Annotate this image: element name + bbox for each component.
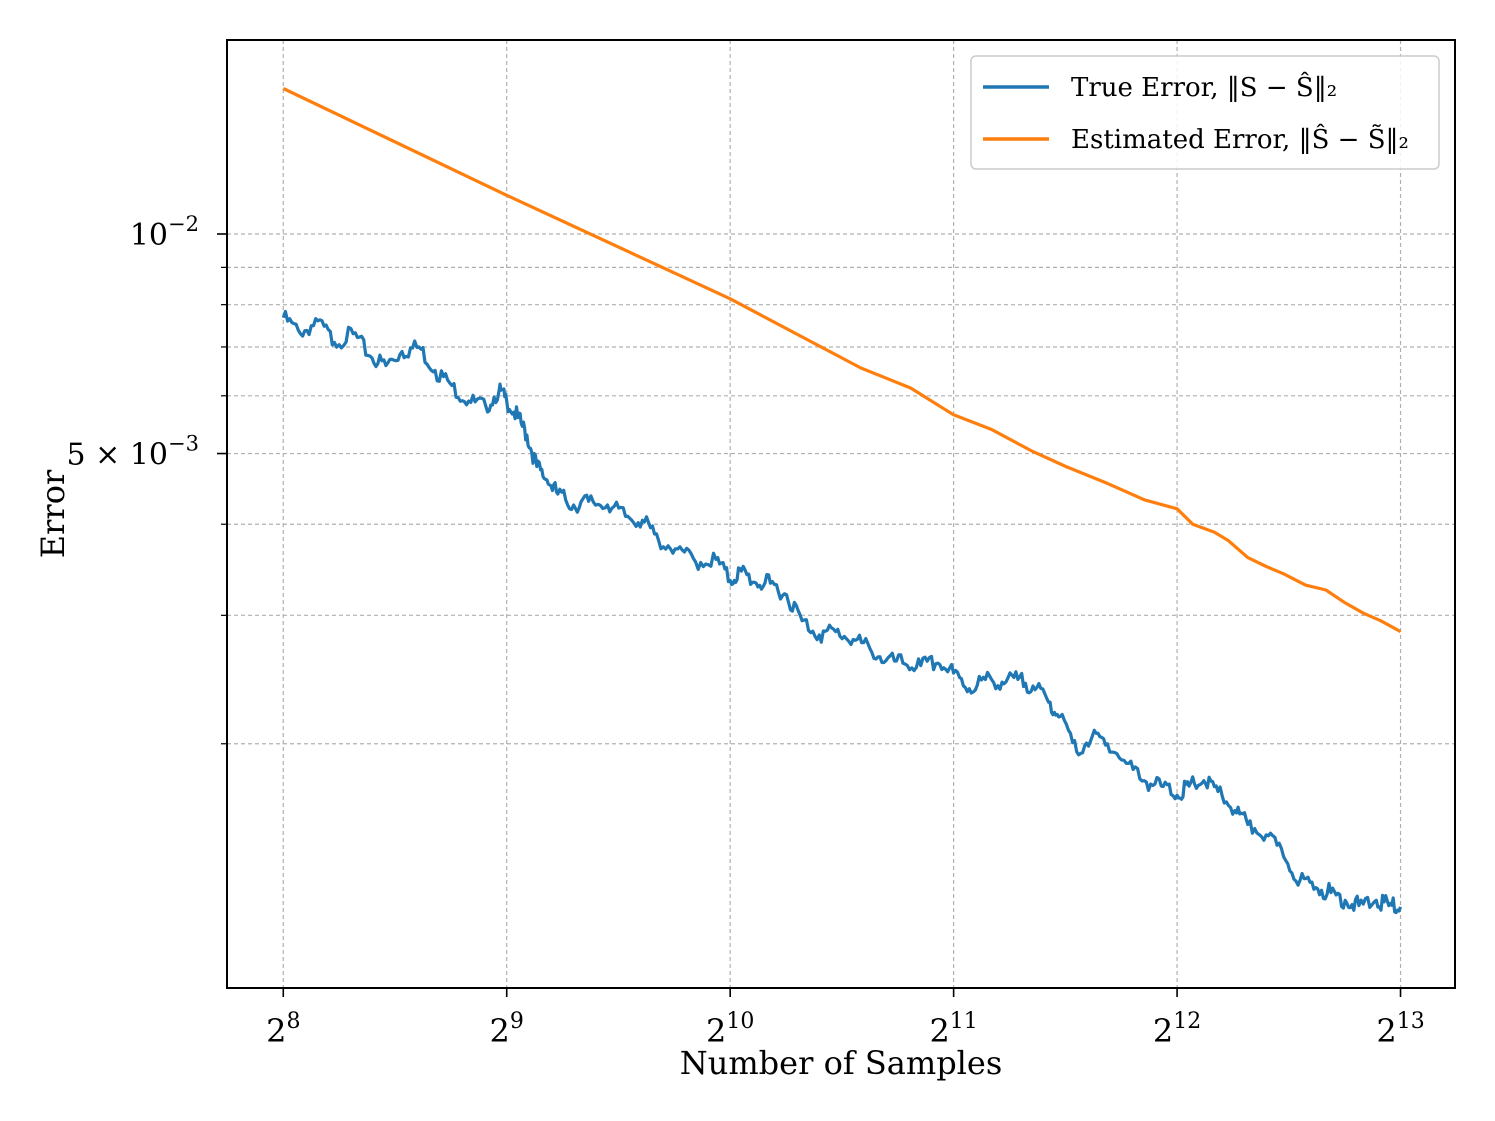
- x-axis-label: Number of Samples: [680, 1044, 1003, 1082]
- tick-text: 2: [490, 1012, 510, 1050]
- x-tick-label: 28: [266, 1009, 300, 1050]
- x-tick-label: 210: [706, 1009, 754, 1050]
- tick-text: 5 × 10: [67, 438, 168, 473]
- x-tick-label: 212: [1153, 1009, 1201, 1050]
- plot-frame: [226, 39, 1456, 989]
- tick-text: 8: [286, 1009, 300, 1034]
- tick-text: −2: [168, 212, 199, 236]
- tick-text: 13: [1397, 1009, 1425, 1034]
- tick-text: 9: [510, 1009, 524, 1034]
- series-layer: [281, 87, 1403, 915]
- tick-text: 10: [726, 1009, 754, 1034]
- x-tick-label: 213: [1376, 1009, 1424, 1050]
- x-tick-label: 211: [929, 1009, 977, 1050]
- tick-text: 2: [266, 1012, 286, 1050]
- tick-text: 11: [950, 1009, 978, 1034]
- tick-text: 2: [929, 1012, 949, 1050]
- legend: True Error, ‖S − Ŝ‖₂ Estimated Error, ‖Ŝ…: [970, 55, 1440, 170]
- y-tick-label: 5 × 10−3: [67, 432, 199, 473]
- tick-text: 12: [1173, 1009, 1201, 1034]
- tick-text: 2: [1153, 1012, 1173, 1050]
- true-error-line: [281, 309, 1403, 915]
- y-tick-label: 10−2: [130, 212, 199, 253]
- legend-label-estimated-error: Estimated Error, ‖Ŝ − S̃‖₂: [1071, 123, 1409, 155]
- tick-text: 2: [1376, 1012, 1396, 1050]
- tick-text: 2: [706, 1012, 726, 1050]
- grid: [227, 40, 1455, 988]
- x-tick-label: 29: [490, 1009, 524, 1050]
- legend-box: [970, 55, 1440, 170]
- legend-label-true-error: True Error, ‖S − Ŝ‖₂: [1071, 71, 1337, 103]
- estimated-error-line: [282, 87, 1402, 634]
- tick-text: −3: [168, 432, 199, 456]
- y-axis-label: Error: [34, 469, 72, 558]
- tick-text: 10: [130, 218, 168, 253]
